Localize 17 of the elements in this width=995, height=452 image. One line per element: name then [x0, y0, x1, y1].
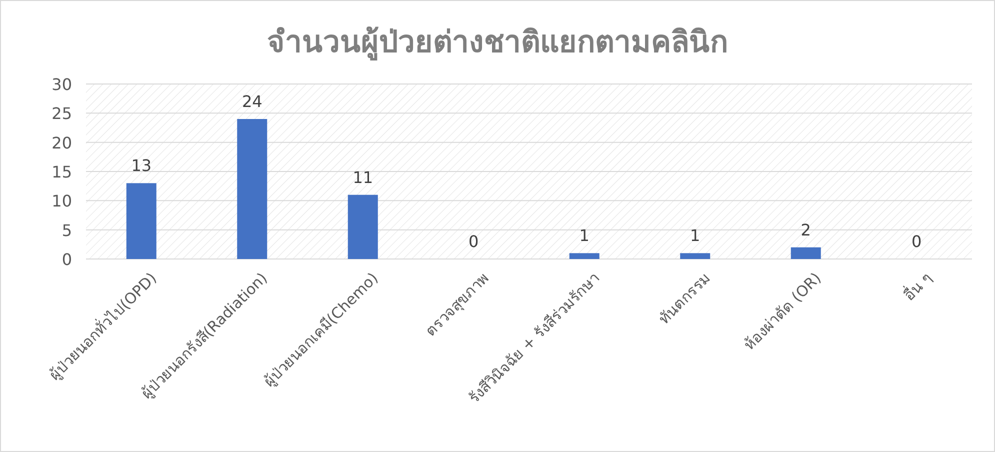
y-tick-label: 10: [52, 192, 72, 211]
data-label: 0: [468, 232, 479, 251]
x-tick-label: อื่น ๆ: [898, 268, 936, 304]
data-label: 0: [912, 232, 922, 251]
data-label: 1: [579, 226, 590, 246]
y-tick-label: 15: [52, 162, 72, 182]
y-tick-label: 0: [62, 250, 72, 269]
data-label: 1: [690, 226, 700, 246]
y-tick-label: 25: [52, 104, 72, 124]
data-label: 13: [131, 156, 152, 176]
title: จำนวนผู้ป่วยต่างชาติแยกตามคลินิก: [267, 25, 728, 60]
data-label: 11: [352, 168, 374, 187]
y-tick-label: 5: [62, 220, 72, 240]
y-tick-label: 20: [52, 133, 72, 152]
y-tick-label: 30: [52, 75, 72, 94]
data-label: 24: [242, 92, 262, 111]
data-label: 2: [800, 220, 811, 240]
